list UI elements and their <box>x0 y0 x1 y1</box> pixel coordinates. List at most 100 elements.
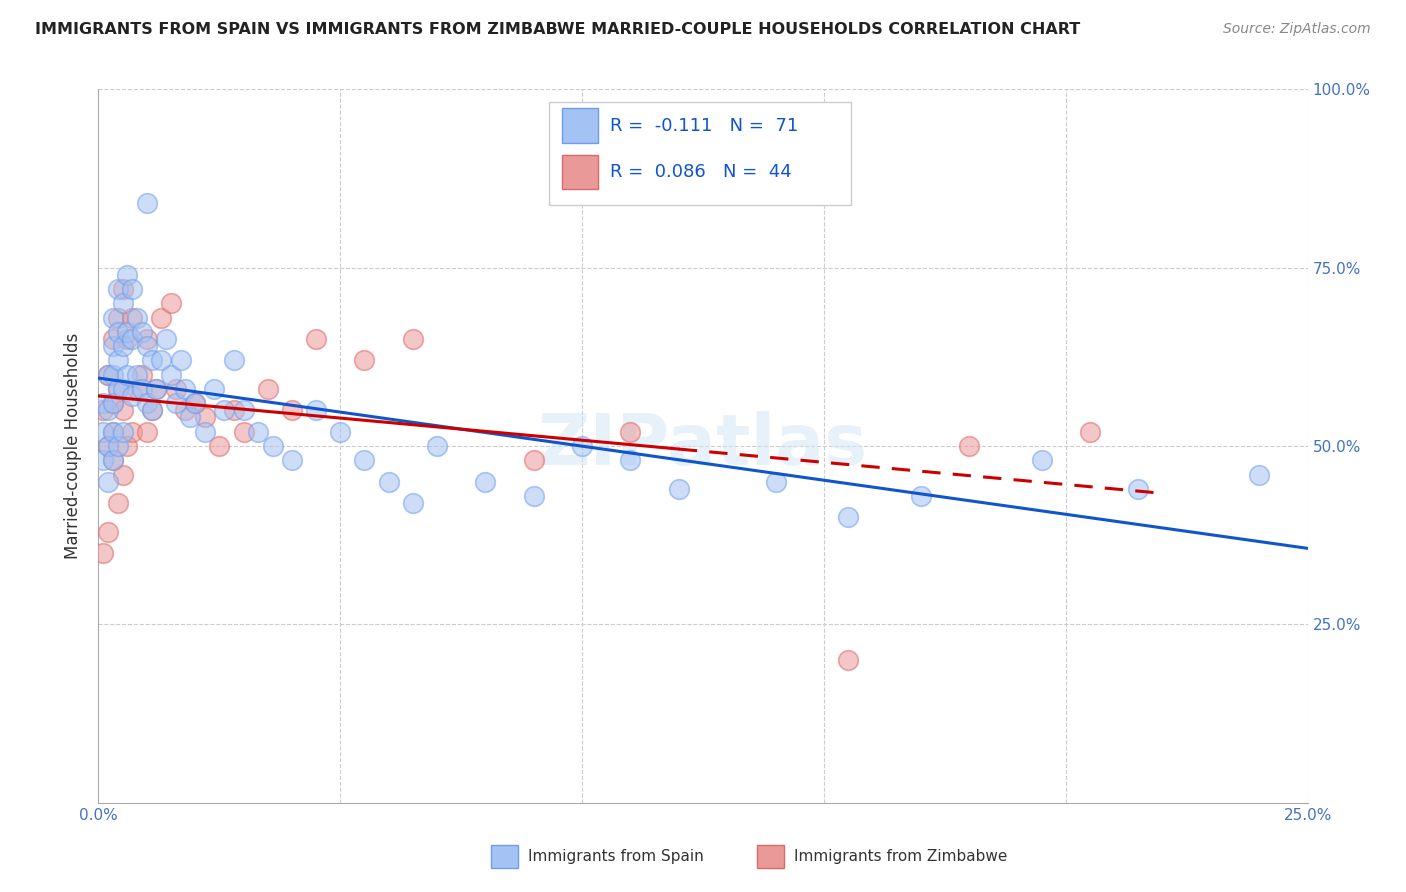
Point <box>474 475 496 489</box>
Point <box>165 382 187 396</box>
Point <box>131 325 153 339</box>
Point <box>97 439 120 453</box>
Point <box>91 403 114 417</box>
Point <box>97 439 120 453</box>
Point <box>174 382 197 396</box>
Point <box>174 403 197 417</box>
Point <box>107 382 129 396</box>
Text: ZIPatlas: ZIPatlas <box>538 411 868 481</box>
Point <box>150 310 173 325</box>
Point <box>97 368 120 382</box>
Point <box>121 425 143 439</box>
Point <box>145 382 167 396</box>
Point <box>97 403 120 417</box>
Point <box>222 353 245 368</box>
Point <box>141 403 163 417</box>
Point <box>117 268 139 282</box>
Point <box>107 310 129 325</box>
Point <box>101 332 124 346</box>
Point <box>117 325 139 339</box>
Point <box>107 282 129 296</box>
Point <box>91 453 114 467</box>
Point <box>121 389 143 403</box>
Point <box>111 467 134 482</box>
Point <box>155 332 177 346</box>
Point <box>91 425 114 439</box>
Point <box>97 524 120 539</box>
Point <box>1031 453 1053 467</box>
Point <box>111 403 134 417</box>
Point <box>957 439 980 453</box>
Point <box>402 496 425 510</box>
FancyBboxPatch shape <box>492 845 517 868</box>
Point <box>619 425 641 439</box>
Point <box>222 403 245 417</box>
Point <box>121 282 143 296</box>
Point <box>523 489 546 503</box>
Point <box>107 325 129 339</box>
Point <box>204 382 226 396</box>
Text: Source: ZipAtlas.com: Source: ZipAtlas.com <box>1223 22 1371 37</box>
Point <box>169 353 191 368</box>
Point <box>107 496 129 510</box>
Point <box>194 425 217 439</box>
Point <box>127 368 149 382</box>
Point <box>305 403 328 417</box>
Point <box>121 332 143 346</box>
FancyBboxPatch shape <box>561 109 598 143</box>
Point <box>91 546 114 560</box>
Point <box>1128 482 1150 496</box>
Point <box>101 425 124 439</box>
Point <box>117 368 139 382</box>
Text: R =  -0.111   N =  71: R = -0.111 N = 71 <box>610 117 799 135</box>
Point <box>101 396 124 410</box>
Point <box>101 453 124 467</box>
Point <box>111 296 134 310</box>
Point <box>121 310 143 325</box>
Point <box>111 282 134 296</box>
Point <box>208 439 231 453</box>
Point <box>910 489 932 503</box>
Point <box>111 339 134 353</box>
Text: Immigrants from Zimbabwe: Immigrants from Zimbabwe <box>793 849 1007 863</box>
Point <box>281 403 304 417</box>
Point <box>256 382 278 396</box>
Point <box>101 396 124 410</box>
Point <box>101 453 124 467</box>
Point <box>131 368 153 382</box>
Point <box>101 425 124 439</box>
Point <box>165 396 187 410</box>
Point <box>1249 467 1271 482</box>
Point <box>117 332 139 346</box>
Point <box>141 403 163 417</box>
Point <box>353 353 375 368</box>
Text: R =  0.086   N =  44: R = 0.086 N = 44 <box>610 163 792 181</box>
Point <box>117 439 139 453</box>
Point <box>127 310 149 325</box>
Point <box>141 353 163 368</box>
Point <box>668 482 690 496</box>
Point <box>212 403 235 417</box>
Point <box>131 382 153 396</box>
Point <box>107 353 129 368</box>
Point <box>101 368 124 382</box>
Point <box>232 425 254 439</box>
Point <box>1078 425 1101 439</box>
Point <box>111 382 134 396</box>
Point <box>232 403 254 417</box>
Point <box>91 396 114 410</box>
Point <box>353 453 375 467</box>
Point <box>97 368 120 382</box>
Point <box>837 653 859 667</box>
Point <box>765 475 787 489</box>
Point <box>619 453 641 467</box>
Point <box>329 425 352 439</box>
Y-axis label: Married-couple Households: Married-couple Households <box>65 333 83 559</box>
Point <box>135 425 157 439</box>
Point <box>571 439 593 453</box>
Point <box>101 310 124 325</box>
Point <box>281 453 304 467</box>
Point <box>262 439 284 453</box>
Point <box>377 475 399 489</box>
FancyBboxPatch shape <box>758 845 785 868</box>
